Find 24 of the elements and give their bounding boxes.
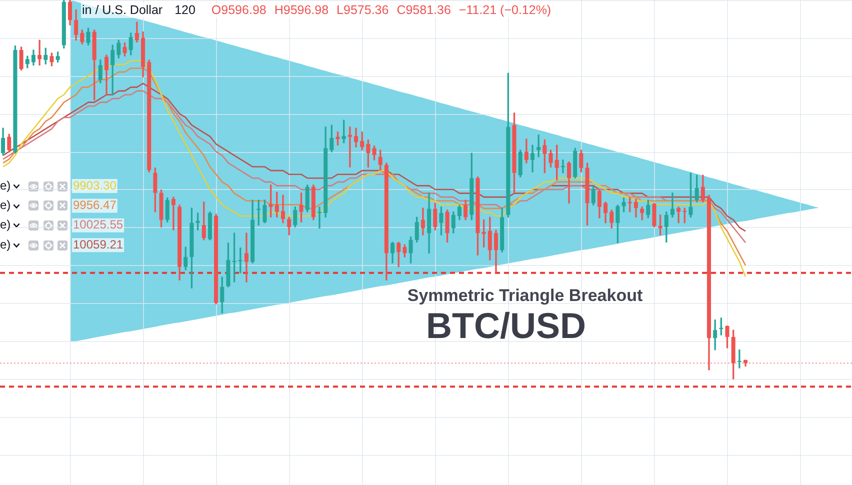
annotation: L9575.36	[336, 2, 389, 17]
candlestick	[676, 206, 681, 224]
annotation: e)	[0, 237, 11, 252]
text: Symmetric Triangle Breakout	[407, 286, 643, 305]
annotation: −11.21 (−0.12%)	[458, 2, 552, 17]
candlestick	[38, 40, 42, 66]
annotation: H9596.98	[274, 2, 329, 17]
candlestick	[670, 192, 674, 218]
annotation: 10059.21	[73, 237, 124, 252]
annotation: e)	[0, 178, 11, 192]
text: BTC/USD	[426, 305, 586, 346]
candlestick	[530, 144, 535, 172]
annotation: in / U.S. Dollar	[82, 2, 163, 17]
annotation: e)	[0, 218, 11, 232]
candlestick	[171, 196, 176, 230]
annotation: 9956.47	[73, 198, 117, 212]
annotation: 10025.55	[73, 218, 124, 232]
annotation: O9596.98	[211, 2, 266, 17]
candlestick	[244, 232, 248, 282]
annotation: 9903.30	[73, 178, 117, 192]
candlestick	[348, 126, 352, 168]
annotation: 120	[174, 2, 196, 17]
annotation: e)	[0, 198, 11, 212]
annotation: C9581.36	[396, 2, 451, 17]
